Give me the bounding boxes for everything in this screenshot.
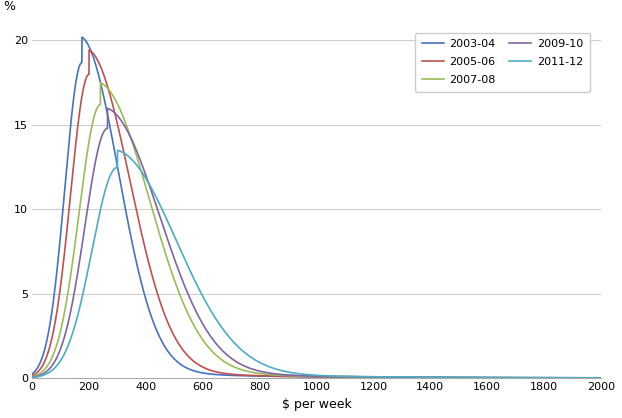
2007-08 xyxy=(272,372,280,377)
2007-08 xyxy=(299,374,306,379)
2011-12 xyxy=(114,148,121,153)
2003-04 xyxy=(78,35,86,40)
2005-06 xyxy=(29,373,36,378)
X-axis label: $ per week: $ per week xyxy=(282,398,351,411)
2007-08 xyxy=(267,372,275,377)
2007-08 xyxy=(597,375,605,380)
2009-10 xyxy=(267,371,275,376)
2009-10 xyxy=(299,373,306,378)
Line: 2011-12: 2011-12 xyxy=(32,150,601,378)
2005-06 xyxy=(597,375,605,380)
2011-12 xyxy=(267,365,275,370)
2009-10 xyxy=(597,375,605,380)
2007-08 xyxy=(442,375,449,380)
Legend: 2003-04, 2005-06, 2007-08, 2009-10, 2011-12: 2003-04, 2005-06, 2007-08, 2009-10, 2011… xyxy=(415,33,590,92)
2003-04 xyxy=(272,374,280,379)
2007-08 xyxy=(29,374,36,379)
2005-06 xyxy=(299,374,306,379)
2003-04 xyxy=(552,375,559,380)
2009-10 xyxy=(442,375,449,380)
2011-12 xyxy=(597,375,605,380)
2009-10 xyxy=(29,375,36,380)
2007-08 xyxy=(580,375,587,380)
2011-12 xyxy=(442,375,449,380)
2009-10 xyxy=(580,375,587,380)
2011-12 xyxy=(580,375,587,380)
2003-04 xyxy=(299,374,306,379)
2005-06 xyxy=(272,374,280,379)
2005-06 xyxy=(85,48,93,53)
2005-06 xyxy=(552,375,559,380)
Line: 2009-10: 2009-10 xyxy=(32,108,601,378)
2011-12 xyxy=(29,375,36,380)
2003-04 xyxy=(580,375,587,380)
2005-06 xyxy=(580,375,587,380)
2009-10 xyxy=(272,372,280,377)
Y-axis label: %: % xyxy=(4,0,16,13)
Line: 2007-08: 2007-08 xyxy=(32,83,601,378)
2003-04 xyxy=(442,375,449,380)
2011-12 xyxy=(552,375,559,380)
2005-06 xyxy=(267,374,275,379)
2011-12 xyxy=(272,367,280,372)
2005-06 xyxy=(442,375,449,380)
Line: 2005-06: 2005-06 xyxy=(32,50,601,378)
2011-12 xyxy=(299,372,306,377)
2003-04 xyxy=(267,374,275,379)
2003-04 xyxy=(597,375,605,380)
2009-10 xyxy=(104,106,111,111)
2009-10 xyxy=(552,375,559,380)
2007-08 xyxy=(552,375,559,380)
Line: 2003-04: 2003-04 xyxy=(32,37,601,378)
2003-04 xyxy=(29,371,36,376)
2007-08 xyxy=(97,80,104,85)
